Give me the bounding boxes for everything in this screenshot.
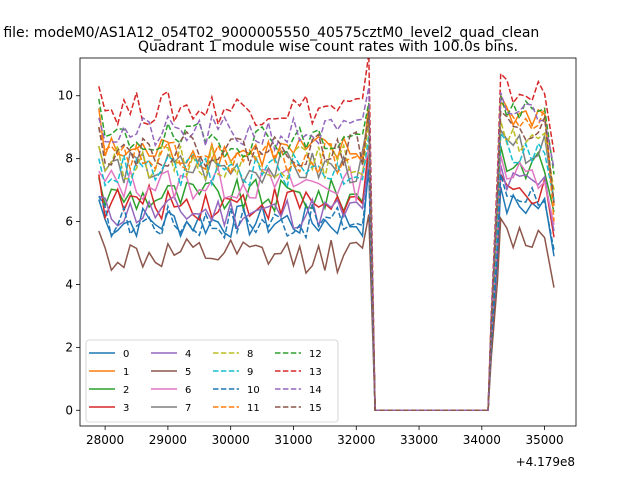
legend-label-12: 12 [309,349,322,360]
series-line-11 [98,100,555,412]
series-line-9 [98,131,555,412]
x-tick-label: 28000 [86,433,124,447]
series-line-14 [98,87,555,412]
legend-box [85,339,339,423]
x-offset-label: +4.179e8 [516,455,575,469]
y-tick-label: 4 [65,277,73,291]
x-tick-label: 33000 [400,433,438,447]
legend-label-0: 0 [123,349,129,360]
series-line-15 [98,109,555,412]
legend-label-6: 6 [185,385,191,396]
x-tick-label: 29000 [149,433,187,447]
legend-label-3: 3 [123,403,129,414]
legend-label-10: 10 [247,385,260,396]
legend-label-1: 1 [123,367,129,378]
y-tick-label: 10 [58,89,73,103]
legend-label-9: 9 [247,367,253,378]
legend-label-5: 5 [185,367,191,378]
legend-label-4: 4 [185,349,191,360]
x-tick-label: 35000 [526,433,564,447]
legend-label-8: 8 [247,349,253,360]
y-tick-label: 6 [65,215,73,229]
x-axis: 28000 29000 30000 31000 32000 33000 34000 35000 [86,426,564,447]
legend-label-15: 15 [309,403,322,414]
legend-label-7: 7 [185,403,191,414]
x-tick-label: 30000 [212,433,250,447]
figure-suptitle: n file: modeM0/AS1A12_054T02_9000005550_… [0,25,539,41]
y-tick-label: 0 [65,403,73,417]
legend-label-13: 13 [309,367,322,378]
x-tick-label: 31000 [274,433,312,447]
axes-frame [79,57,577,427]
legend-label-2: 2 [123,385,129,396]
series-line-10 [98,168,555,412]
legend-label-11: 11 [247,403,260,414]
y-tick-label: 2 [65,340,73,354]
series-layer [98,58,555,412]
x-tick-label: 34000 [463,433,501,447]
chart-title: Quadrant 1 module wise count rates with … [138,39,518,55]
y-tick-label: 8 [65,152,73,166]
y-axis: 0 2 4 6 8 10 [58,89,80,417]
legend-label-14: 14 [309,385,322,396]
x-tick-label: 32000 [337,433,375,447]
